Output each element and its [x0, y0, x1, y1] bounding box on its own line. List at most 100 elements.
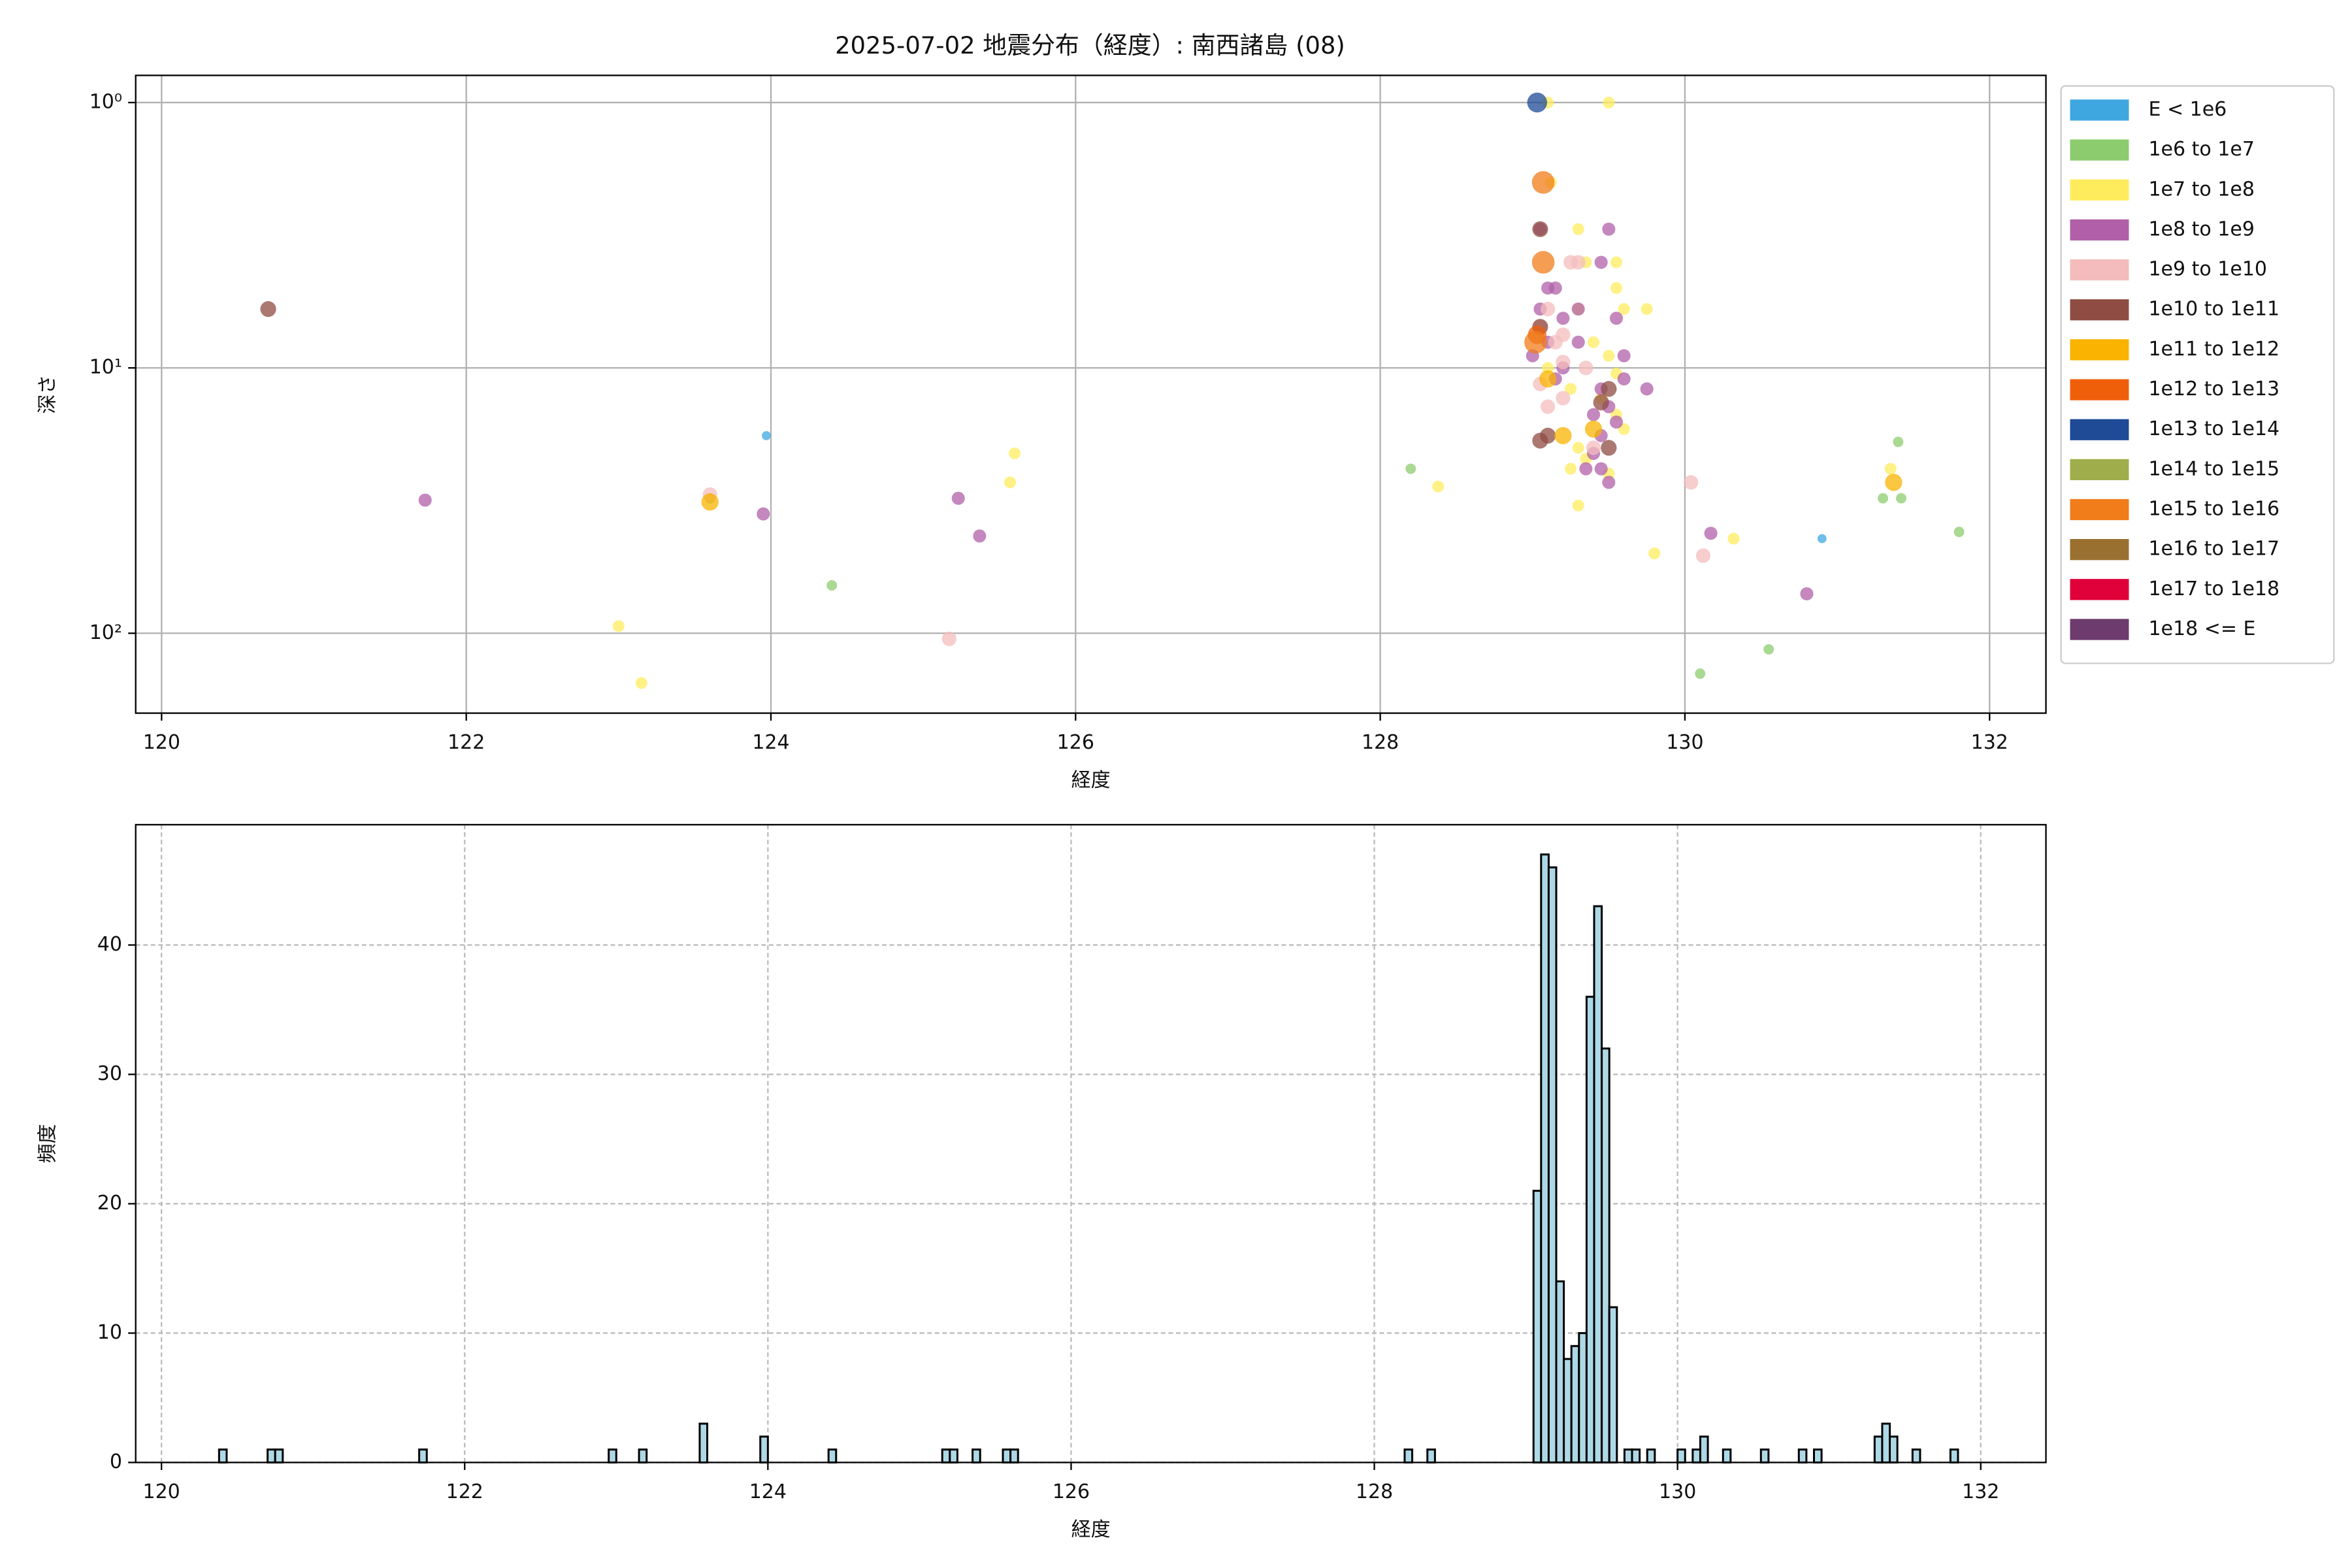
legend-label: 1e6 to 1e7 [2148, 138, 2254, 161]
point [1548, 281, 1562, 295]
bar [949, 1448, 958, 1463]
bar [972, 1448, 981, 1463]
legend-swatch [2070, 419, 2129, 440]
point [1617, 349, 1631, 363]
y-tick-label: 10¹ [90, 356, 122, 379]
point [1609, 415, 1624, 429]
point [1610, 256, 1623, 269]
legend-swatch [2070, 259, 2129, 281]
axes-frame [135, 824, 2047, 1463]
point [418, 493, 432, 507]
point [1603, 96, 1615, 108]
point [1617, 372, 1631, 385]
point [1601, 381, 1617, 397]
point [1587, 408, 1601, 421]
point [1009, 447, 1021, 459]
bar [827, 1448, 838, 1463]
bar [1403, 1448, 1414, 1463]
bar [1889, 1435, 1899, 1463]
bar [1699, 1435, 1709, 1463]
bar [274, 1448, 284, 1463]
point [1556, 354, 1571, 370]
point [1539, 370, 1557, 388]
point [1571, 302, 1585, 316]
bar [1759, 1448, 1770, 1463]
point [1405, 463, 1416, 474]
bar [1881, 1422, 1891, 1463]
bar [1547, 866, 1558, 1463]
y-tick-label: 40 [97, 933, 122, 956]
x-tick-label: 120 [143, 731, 180, 754]
point [1004, 476, 1017, 489]
bar [1797, 1448, 1808, 1463]
legend-label: 1e9 to 1e10 [2148, 258, 2267, 281]
plot-area [260, 92, 1965, 689]
x-axis-label: 経度 [1071, 769, 1111, 792]
point [1800, 587, 1814, 600]
legend-swatch [2070, 219, 2129, 241]
y-tick-label: 10 [97, 1321, 122, 1344]
point [1556, 391, 1571, 406]
bar [1873, 1435, 1884, 1463]
x-tick-label: 132 [1962, 1480, 1999, 1503]
point [1884, 463, 1897, 475]
point [635, 677, 647, 689]
point [1594, 462, 1608, 476]
y-tick-label: 20 [97, 1192, 122, 1215]
bar [1722, 1448, 1732, 1463]
point [1603, 350, 1615, 362]
bar [1608, 1306, 1618, 1463]
point [1885, 474, 1903, 491]
point [1601, 440, 1617, 456]
x-tick-label: 130 [1666, 731, 1703, 754]
bar [1623, 1448, 1633, 1463]
bar [1593, 905, 1603, 1463]
bar [418, 1448, 428, 1463]
legend-label: 1e14 to 1e15 [2148, 457, 2279, 480]
x-tick-label: 126 [1053, 1480, 1090, 1503]
point [1684, 475, 1699, 490]
point [1556, 312, 1570, 325]
y-tick-label: 10² [90, 621, 122, 644]
point [1532, 221, 1548, 237]
legend-label: 1e10 to 1e11 [2148, 298, 2279, 321]
point [1610, 282, 1623, 294]
legend-label: 1e13 to 1e14 [2148, 417, 2279, 440]
y-axis-label: 頻度 [36, 1124, 59, 1163]
point [1565, 463, 1577, 475]
x-tick-label: 128 [1356, 1480, 1393, 1503]
point [1571, 255, 1586, 270]
axes-frame [135, 74, 2047, 714]
bar [1676, 1448, 1686, 1463]
point [757, 507, 770, 521]
point [1641, 303, 1653, 316]
point [973, 529, 987, 543]
point [1531, 171, 1555, 194]
point [1572, 499, 1584, 512]
legend-label: 1e17 to 1e18 [2148, 578, 2279, 600]
bar [1563, 1358, 1573, 1463]
point [1953, 527, 1965, 538]
point [701, 493, 719, 511]
point [1572, 442, 1584, 454]
bar [218, 1448, 228, 1463]
point [941, 631, 956, 646]
legend-swatch [2070, 379, 2129, 400]
point [1609, 312, 1624, 325]
legend-label: 1e7 to 1e8 [2148, 178, 2254, 201]
x-tick-label: 122 [448, 731, 485, 754]
point [1695, 668, 1706, 679]
point [1572, 223, 1584, 235]
legend-label: 1e18 <= E [2148, 617, 2255, 640]
legend-swatch [2070, 579, 2129, 600]
bar [638, 1448, 648, 1463]
x-tick-label: 124 [752, 731, 789, 754]
point [1541, 301, 1556, 317]
legend-label: 1e12 to 1e13 [2148, 378, 2279, 400]
point [1593, 394, 1609, 411]
y-tick-label: 30 [97, 1062, 122, 1085]
bar [759, 1435, 769, 1463]
point [1896, 493, 1906, 504]
